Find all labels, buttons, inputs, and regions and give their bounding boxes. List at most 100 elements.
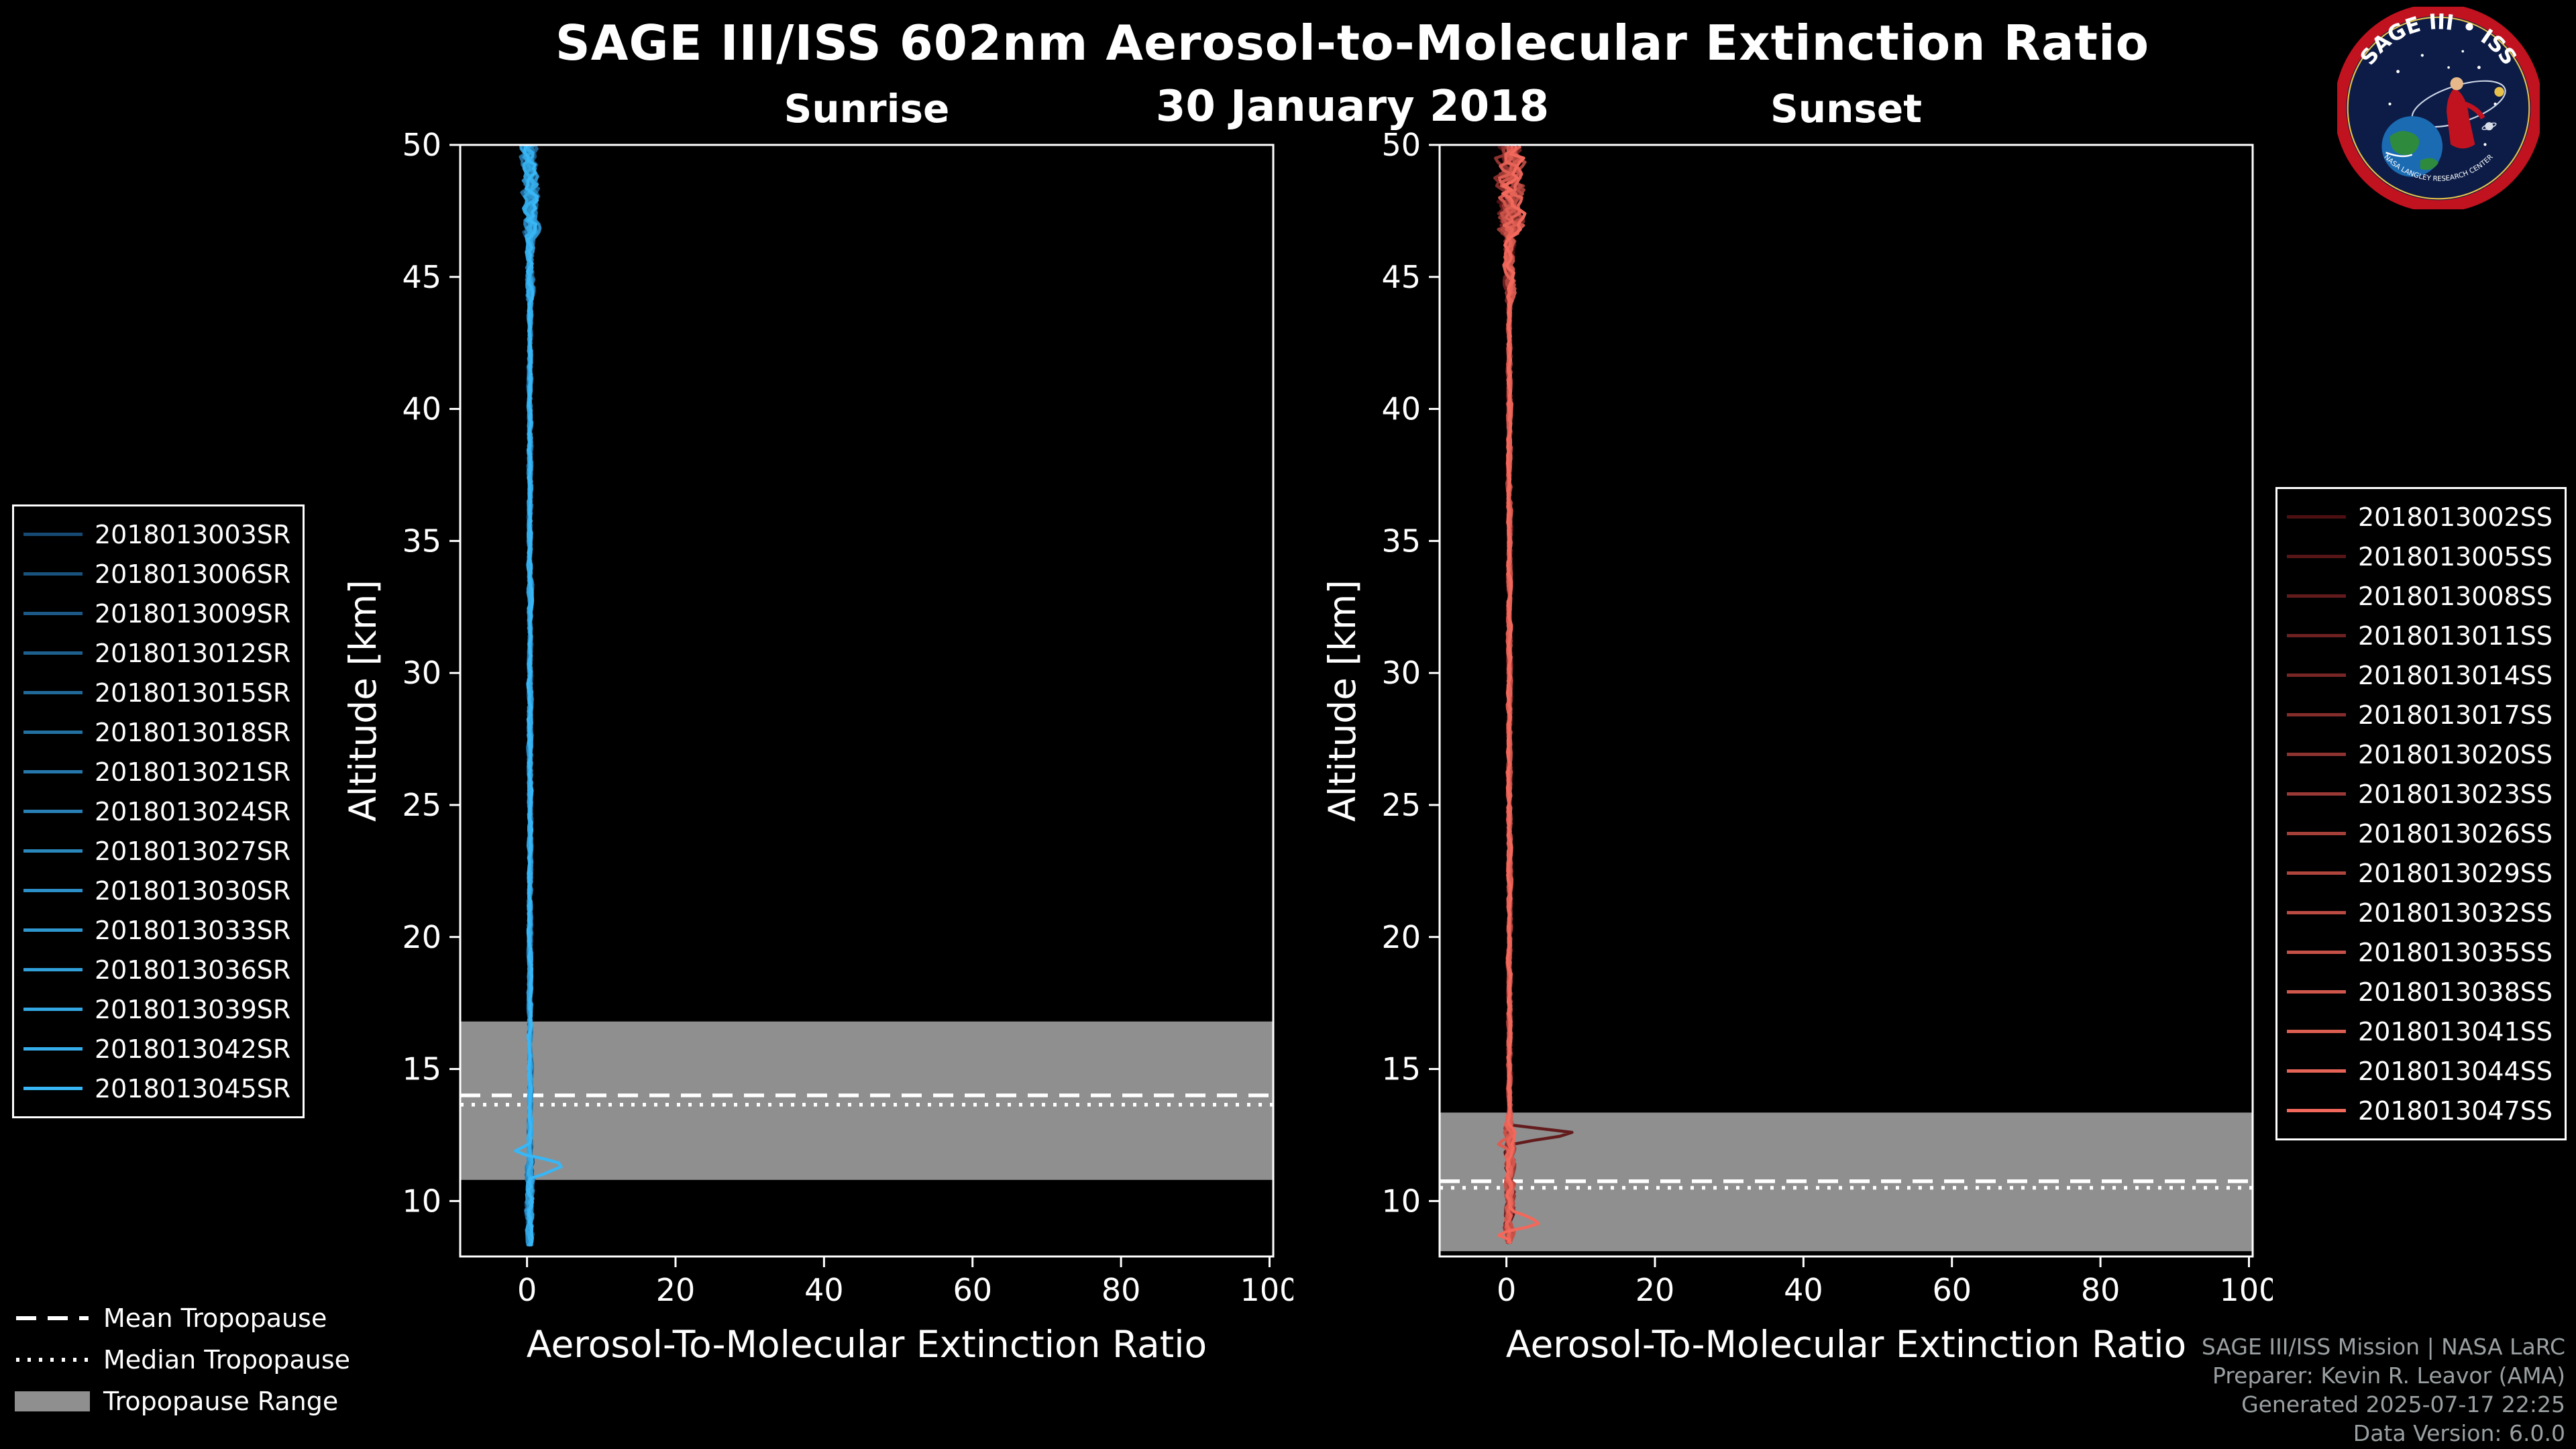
tropopause-range-label: Tropopause Range: [103, 1386, 339, 1416]
robed-figure: [2447, 77, 2485, 149]
x-tick-label: 40: [1784, 1272, 1823, 1308]
profile-line: [1497, 146, 1540, 1244]
legend-item: 2018013030SR: [23, 871, 290, 910]
x-tick-label: 0: [1497, 1272, 1516, 1308]
legend-line-sample: [23, 770, 83, 773]
profile-line: [514, 145, 563, 1246]
legend-item-label: 2018013026SS: [2357, 818, 2553, 849]
y-tick-label: 50: [402, 127, 441, 163]
x-tick-label: 20: [1635, 1272, 1675, 1308]
legend-item: 2018013009SR: [23, 594, 290, 633]
legend-item: 2018013005SS: [2286, 537, 2553, 576]
y-tick-label: 40: [1381, 391, 1421, 427]
legend-item: 2018013044SS: [2286, 1051, 2553, 1091]
legend-line-sample: [2286, 911, 2346, 914]
legend-item: 2018013020SS: [2286, 735, 2553, 774]
legend-line-sample: [23, 1087, 83, 1090]
legend-item-label: 2018013041SS: [2357, 1016, 2553, 1046]
y-tick-label: 35: [1381, 523, 1421, 559]
legend-item-label: 2018013038SS: [2357, 977, 2553, 1007]
legend-item: 2018013035SS: [2286, 932, 2553, 972]
legend-item: 2018013029SS: [2286, 853, 2553, 893]
legend-line-sample: [23, 651, 83, 655]
y-tick-label: 10: [1381, 1183, 1421, 1219]
legend-line-sample: [2286, 753, 2346, 756]
legend-item: 2018013033SR: [23, 910, 290, 950]
mean-tropopause-legend-row: Mean Tropopause: [15, 1301, 350, 1334]
legend-item-label: 2018013023SS: [2357, 779, 2553, 809]
legend-line-sample: [23, 968, 83, 971]
legend-item-label: 2018013012SR: [95, 638, 291, 668]
legend-item-label: 2018013021SR: [95, 757, 291, 787]
legend-line-sample: [23, 731, 83, 734]
legend-item: 2018013038SS: [2286, 972, 2553, 1012]
y-tick-label: 15: [402, 1051, 441, 1087]
legend-item-label: 2018013018SR: [95, 717, 291, 747]
legend-item-label: 2018013033SR: [95, 915, 291, 945]
median-tropopause-legend-row: Median Tropopause: [15, 1343, 350, 1376]
legend-item-label: 2018013042SR: [95, 1034, 291, 1064]
legend-item: 2018013045SR: [23, 1069, 290, 1108]
median-tropopause-line-sample: [15, 1350, 90, 1370]
legend-line-sample: [2286, 871, 2346, 875]
legend-item-label: 2018013006SR: [95, 559, 291, 589]
legend-line-sample: [2286, 634, 2346, 637]
profile-series-group: [514, 145, 563, 1247]
legend-item-label: 2018013032SS: [2357, 898, 2553, 928]
legend-item: 2018013036SR: [23, 950, 290, 989]
y-axis-label: Altitude [km]: [1326, 580, 1364, 822]
y-tick-label: 40: [402, 391, 441, 427]
legend-line-sample: [2286, 990, 2346, 994]
sunset-plot: 0 20 40 60 80 100 10 15 20 25 30 35 40 45 50 Aerosol-To…: [1326, 127, 2273, 1366]
legend-line-sample: [23, 928, 83, 932]
legend-line-sample: [23, 1008, 83, 1011]
legend-item: 2018013041SS: [2286, 1012, 2553, 1051]
legend-item: 2018013008SS: [2286, 576, 2553, 616]
tropopause-range-band: [1440, 1112, 2253, 1252]
legend-line-sample: [2286, 555, 2346, 558]
legend-item-label: 2018013008SS: [2357, 581, 2553, 611]
tropopause-range-band: [460, 1021, 1273, 1180]
sunset-legend: 2018013002SS 2018013005SS 2018013008SS 2018…: [2275, 487, 2567, 1140]
axes-frame: [1438, 144, 2254, 1258]
y-tick-label: 10: [402, 1183, 441, 1219]
mean-tropopause-line-sample: [15, 1308, 90, 1328]
legend-line-sample: [23, 889, 83, 892]
y-tick-label: 25: [1381, 787, 1421, 823]
x-tick-label: 60: [953, 1272, 992, 1308]
legend-item: 2018013002SS: [2286, 497, 2553, 537]
legend-item: 2018013047SS: [2286, 1091, 2553, 1130]
legend-item: 2018013023SS: [2286, 774, 2553, 814]
x-tick-label: 100: [2220, 1272, 2273, 1308]
generated-timestamp: Generated 2025-07-17 22:25: [2241, 1391, 2565, 1417]
x-tick-label: 80: [2081, 1272, 2121, 1308]
legend-item-label: 2018013011SS: [2357, 621, 2553, 651]
legend-item-label: 2018013003SR: [95, 519, 291, 549]
legend-line-sample: [2286, 1069, 2346, 1073]
legend-item-label: 2018013015SR: [95, 678, 291, 708]
sunrise-plot: 0 20 40 60 80 100 10 15 20 25 30 35 40 45 50 Aerosol-To…: [346, 127, 1293, 1366]
y-tick-label: 45: [1381, 259, 1421, 295]
credits-block: SAGE III/ISS Mission | NASA LaRC Prepare…: [2202, 1332, 2565, 1448]
legend-item: 2018013006SR: [23, 554, 290, 594]
legend-item: 2018013032SS: [2286, 893, 2553, 932]
sunset-panel-title: Sunset: [1770, 86, 1922, 131]
legend-item-label: 2018013027SR: [95, 836, 291, 866]
logo-stars: [2388, 50, 2497, 146]
legend-line-sample: [2286, 1030, 2346, 1033]
legend-line-sample: [23, 612, 83, 615]
tropopause-range-legend-row: Tropopause Range: [15, 1385, 350, 1417]
legend-item-label: 2018013029SS: [2357, 858, 2553, 888]
legend-item: 2018013026SS: [2286, 814, 2553, 853]
legend-line-sample: [2286, 1109, 2346, 1112]
legend-item: 2018013003SR: [23, 515, 290, 554]
ringed-planet: [2481, 122, 2497, 131]
tropopause-legend: Mean Tropopause Median Tropopause Tropop…: [15, 1301, 350, 1417]
y-tick-label: 15: [1381, 1051, 1421, 1087]
profile-series-group: [1493, 145, 1574, 1244]
legend-item: 2018013014SS: [2286, 655, 2553, 695]
x-tick-label: 40: [804, 1272, 844, 1308]
x-tick-label: 100: [1240, 1272, 1293, 1308]
legend-item-label: 2018013036SR: [95, 955, 291, 985]
